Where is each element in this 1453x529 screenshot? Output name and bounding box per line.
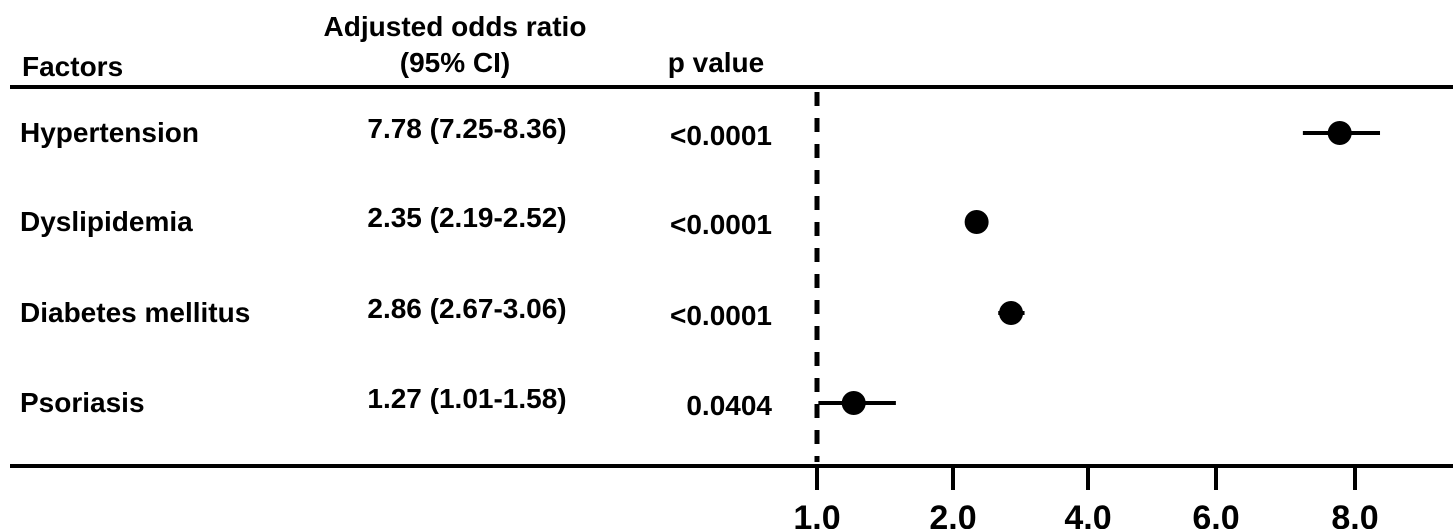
odds-ratio-ci: 2.35 (2.19-2.52) [367, 202, 566, 233]
header-p-value: p value [668, 47, 764, 78]
p-value: <0.0001 [670, 300, 772, 331]
point-estimate [999, 301, 1024, 325]
header-odds-ratio-line2: (95% CI) [400, 47, 510, 78]
x-tick-label: 4.0 [1064, 499, 1111, 529]
odds-ratio-ci: 1.27 (1.01-1.58) [367, 383, 566, 414]
header-factors: Factors [22, 51, 123, 82]
point-estimate [964, 210, 989, 234]
x-tick-label: 8.0 [1331, 499, 1378, 529]
x-tick-label: 2.0 [929, 499, 976, 529]
odds-ratio-ci: 2.86 (2.67-3.06) [367, 293, 566, 324]
p-value: <0.0001 [670, 209, 772, 240]
factor-label: Dyslipidemia [20, 206, 193, 237]
header-odds-ratio-line1: Adjusted odds ratio [324, 11, 587, 42]
x-axis: 1.0 2.0 4.0 6.0 8.0 [793, 466, 1379, 529]
p-value: <0.0001 [670, 120, 772, 151]
table-rows: Hypertension 7.78 (7.25-8.36) <0.0001 Dysli… [20, 113, 772, 421]
plot-marks [818, 121, 1381, 415]
factor-label: Hypertension [20, 117, 199, 148]
factor-label: Psoriasis [20, 387, 145, 418]
point-estimate [841, 391, 866, 415]
point-estimate [1327, 121, 1352, 145]
odds-ratio-ci: 7.78 (7.25-8.36) [367, 113, 566, 144]
p-value: 0.0404 [686, 390, 772, 421]
x-tick-label: 6.0 [1192, 499, 1239, 529]
x-tick-label: 1.0 [793, 499, 840, 529]
factor-label: Diabetes mellitus [20, 297, 250, 328]
